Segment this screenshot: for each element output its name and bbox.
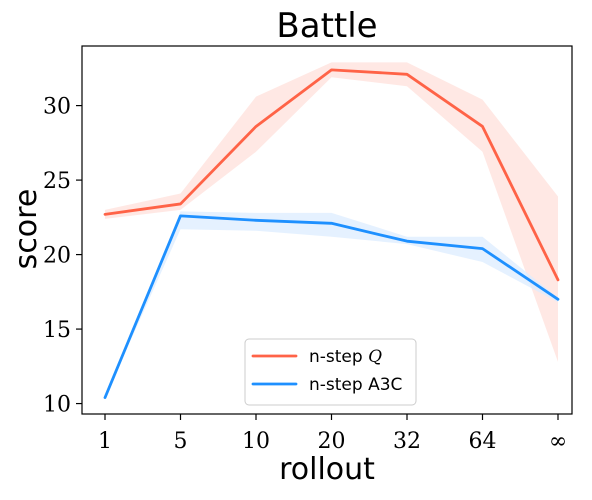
y-tick-label-1: 15 (43, 318, 71, 343)
y-axis-label: score (9, 189, 44, 270)
x-axis-ticks: 1 5 10 20 32 64 ∞ (98, 414, 567, 454)
x-tick-label-3: 20 (318, 429, 346, 454)
y-axis-ticks: 10 15 20 25 30 (43, 95, 82, 418)
legend-label-0: n-step Q (309, 347, 382, 367)
x-tick-label-2: 10 (242, 429, 270, 454)
legend: n-step Q n-step A3C (245, 339, 416, 405)
x-tick-label-4: 32 (393, 429, 421, 454)
y-tick-label-2: 20 (43, 244, 71, 269)
y-tick-label-0: 10 (43, 393, 71, 418)
legend-label-1: n-step A3C (309, 375, 402, 395)
y-tick-label-4: 30 (43, 95, 71, 120)
y-tick-label-3: 25 (43, 169, 71, 194)
x-tick-label-6: ∞ (549, 429, 567, 454)
x-tick-label-1: 5 (174, 429, 188, 454)
x-axis-label: rollout (279, 452, 375, 487)
chart-title: Battle (276, 6, 377, 46)
x-tick-label-5: 64 (469, 429, 497, 454)
confidence-band-0 (105, 62, 558, 361)
x-tick-label-0: 1 (98, 429, 112, 454)
